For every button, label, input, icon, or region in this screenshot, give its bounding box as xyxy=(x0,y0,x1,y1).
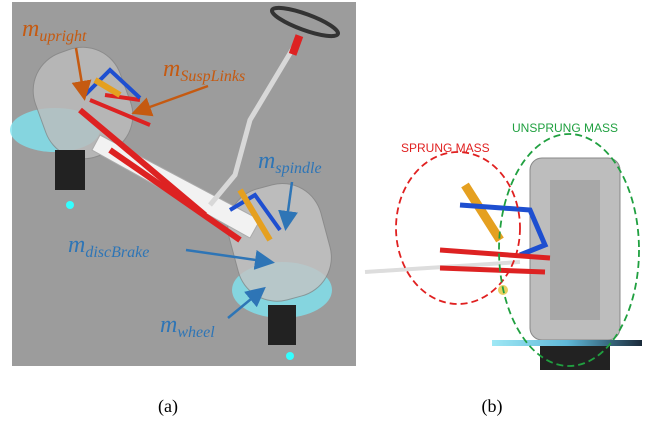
link xyxy=(78,107,207,218)
caption-a: (a) xyxy=(158,396,178,417)
sprung-region xyxy=(395,151,521,305)
marker xyxy=(66,201,74,209)
unsprung-label: UNSPRUNG MASS xyxy=(512,121,618,135)
steering-wheel xyxy=(269,5,341,39)
panel-b: SPRUNG MASS UNSPRUNG MASS xyxy=(364,121,642,370)
arrow xyxy=(131,84,209,117)
marker xyxy=(286,352,294,360)
label-spindle: mspindle xyxy=(258,148,322,177)
arrow xyxy=(227,286,266,319)
label-wheel: mwheel xyxy=(160,312,215,341)
rim xyxy=(550,180,600,320)
arrow xyxy=(278,181,298,231)
label-upright: mupright xyxy=(22,16,87,45)
label-susplinks: mSuspLinks xyxy=(163,56,245,85)
arrow xyxy=(185,248,275,270)
caption-b: (b) xyxy=(482,396,503,417)
tire xyxy=(540,345,610,370)
link xyxy=(108,147,242,243)
sprung-label: SPRUNG MASS xyxy=(401,141,490,155)
tire xyxy=(268,305,296,345)
tire xyxy=(55,150,85,190)
panel-a: mupright mSuspLinks mspindle mdiscBrake … xyxy=(10,2,356,366)
damper xyxy=(461,182,504,243)
unsprung-region xyxy=(498,133,640,367)
link xyxy=(83,67,282,232)
axle xyxy=(91,134,261,239)
link xyxy=(459,202,549,258)
label-discbrake: mdiscBrake xyxy=(68,232,149,261)
link xyxy=(439,247,551,275)
column-top xyxy=(288,34,304,56)
damper xyxy=(93,77,273,242)
steering-column xyxy=(208,43,298,207)
ground xyxy=(492,340,642,346)
arrow xyxy=(71,47,92,101)
